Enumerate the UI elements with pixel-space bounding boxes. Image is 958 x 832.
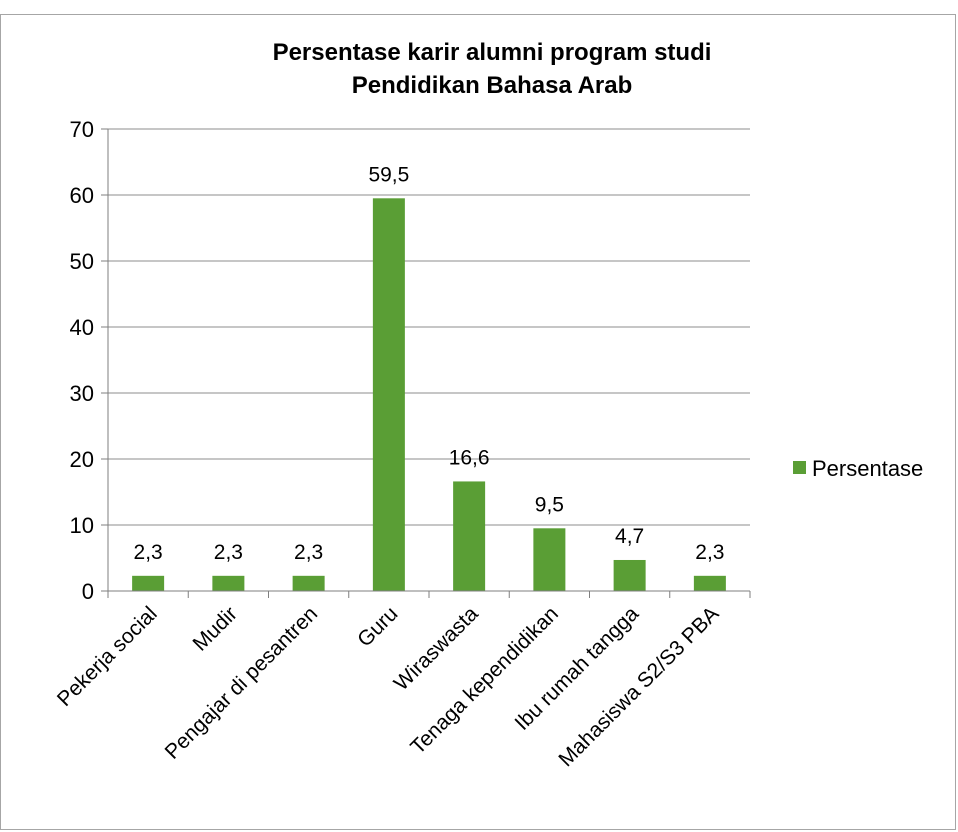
legend-label: Persentase bbox=[812, 456, 923, 481]
data-label: 16,6 bbox=[449, 446, 490, 469]
chart-frame bbox=[0, 14, 956, 830]
bar bbox=[132, 575, 165, 591]
bar bbox=[292, 575, 325, 591]
bar bbox=[533, 528, 566, 591]
data-label: 2,3 bbox=[134, 541, 163, 564]
data-label: 2,3 bbox=[214, 541, 243, 564]
data-label: 2,3 bbox=[695, 541, 724, 564]
y-tick-label: 50 bbox=[70, 249, 94, 274]
chart-title-line-2: Pendidikan Bahasa Arab bbox=[352, 72, 633, 99]
legend-swatch bbox=[793, 461, 806, 474]
bar bbox=[613, 559, 646, 591]
y-tick-label: 10 bbox=[70, 513, 94, 538]
bar bbox=[372, 198, 405, 592]
y-tick-label: 60 bbox=[70, 183, 94, 208]
chart-title-line-1: Persentase karir alumni program studi bbox=[273, 39, 712, 66]
category-label: Pengajar di pesantren bbox=[161, 602, 323, 764]
y-tick-label: 20 bbox=[70, 447, 94, 472]
category-label: Guru bbox=[353, 602, 402, 651]
bar bbox=[693, 575, 726, 591]
data-label: 9,5 bbox=[535, 493, 564, 516]
y-tick-label: 70 bbox=[70, 117, 94, 142]
bar bbox=[453, 481, 486, 591]
category-label: Mahasiswa S2/S3 PBA bbox=[554, 602, 723, 771]
category-label: Pekerja social bbox=[53, 602, 162, 711]
legend: Persentase bbox=[793, 456, 923, 481]
data-label: 4,7 bbox=[615, 525, 644, 548]
data-label: 59,5 bbox=[368, 163, 409, 186]
bar bbox=[212, 575, 245, 591]
y-tick-label: 40 bbox=[70, 315, 94, 340]
data-label: 2,3 bbox=[294, 541, 323, 564]
category-label: Tenaga kependidikan bbox=[406, 602, 563, 759]
category-label: Mudir bbox=[189, 602, 242, 655]
y-tick-label: 30 bbox=[70, 381, 94, 406]
y-tick-label: 0 bbox=[82, 579, 94, 604]
